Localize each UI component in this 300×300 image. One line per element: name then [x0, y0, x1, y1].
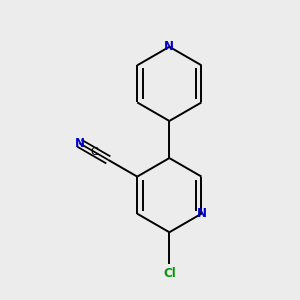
Text: N: N — [196, 207, 206, 220]
Text: Cl: Cl — [163, 267, 176, 280]
Text: N: N — [164, 40, 174, 53]
Text: C: C — [90, 147, 98, 157]
Text: N: N — [74, 137, 84, 150]
